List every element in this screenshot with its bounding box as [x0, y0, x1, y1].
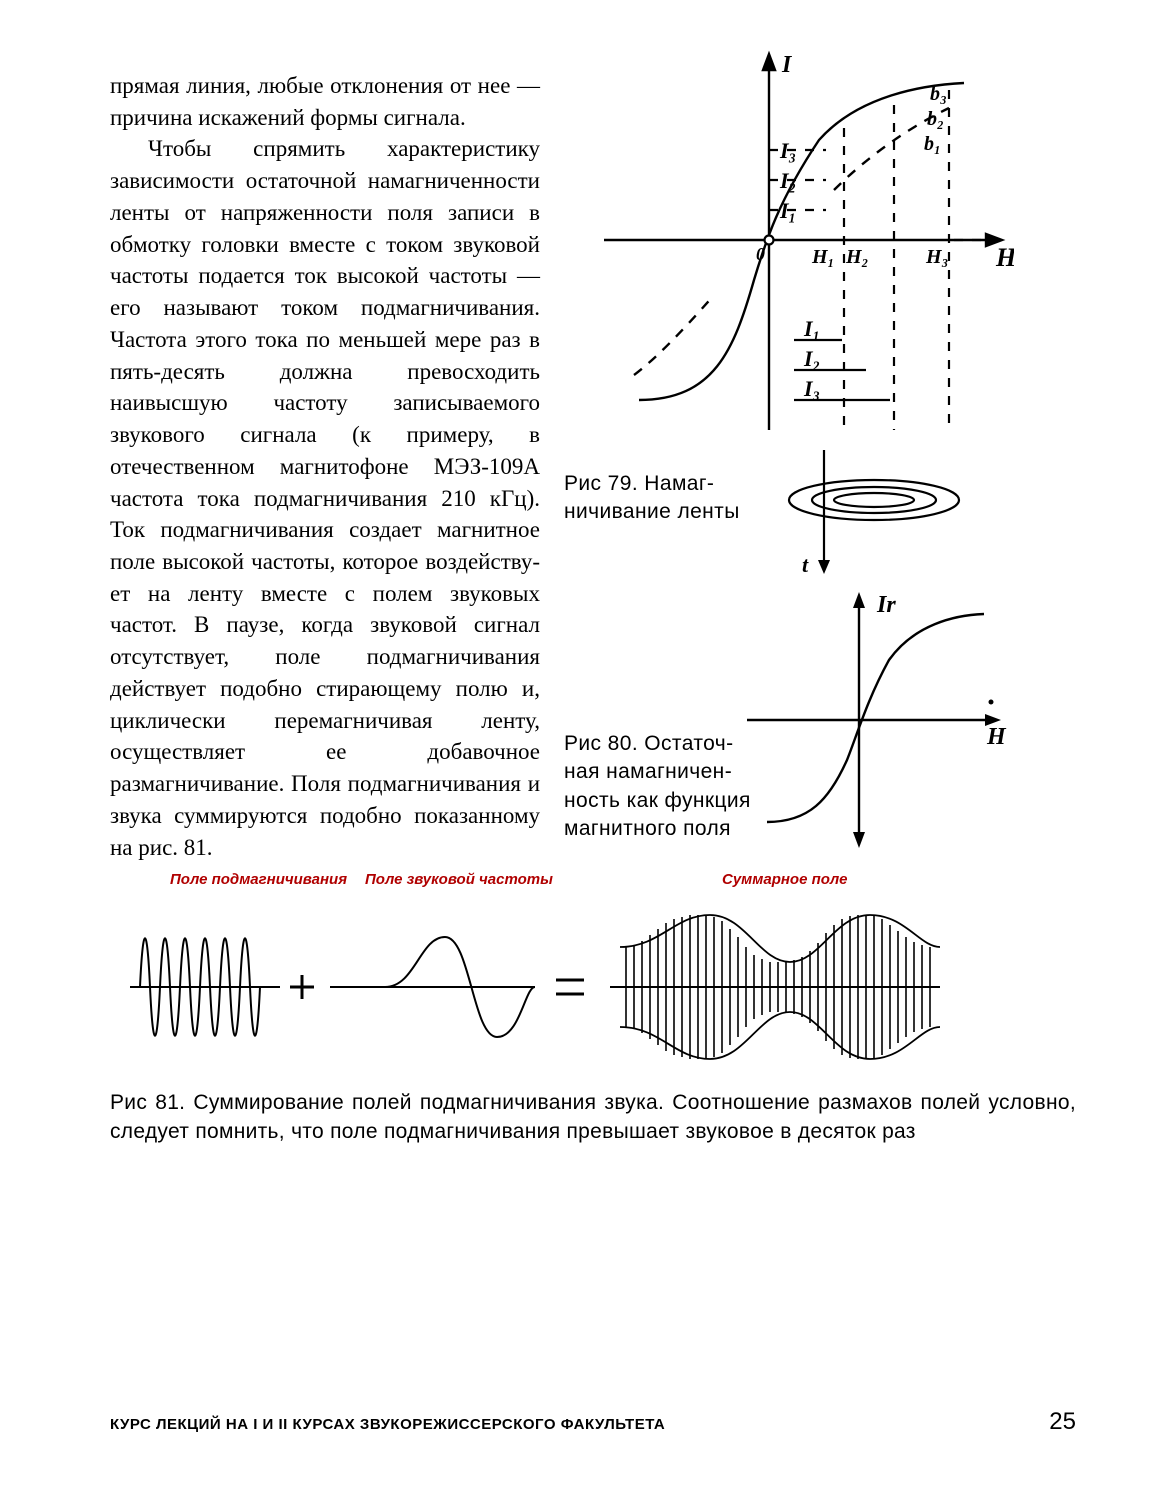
svg-text:I₃: I₃ — [803, 376, 820, 401]
svg-text:H₂: H₂ — [845, 246, 869, 268]
figure-81-caption: Рис 81. Суммирование полей подмагничиван… — [110, 1089, 1076, 1146]
paragraph-1: прямая линия, любые отклонения от нее — … — [110, 70, 540, 133]
svg-text:H₃: H₃ — [925, 246, 949, 268]
fig81-label-sound: Поле звуковой частоты — [365, 871, 553, 888]
svg-text:b₂: b₂ — [927, 108, 944, 130]
paragraph-2: Чтобы спрямить характеристи­ку зависимос… — [110, 133, 540, 863]
svg-text:0: 0 — [756, 244, 765, 264]
figure-79-caption: Рис 79. Намаг­ничивание лен­ты — [564, 470, 744, 527]
fig80-axis-x: H — [986, 724, 1007, 750]
fig81-label-sum: Суммарное поле — [722, 871, 847, 888]
figures-column: 0 I H I₁ I₂ I₃ b₁ b₂ b₃ H₁ — [564, 70, 1076, 863]
figure-80-diagram: Ir H — [739, 590, 1009, 850]
figure-81-row: Поле подмагничивания Поле звуковой часто… — [110, 873, 1076, 1083]
figure-80-caption: Рис 80. Остаточ­ная намагничен­ность как… — [564, 730, 754, 843]
svg-text:H₁: H₁ — [811, 246, 835, 268]
figure-79-lower-diagram: t — [754, 440, 984, 590]
fig79-axis-x: H — [995, 243, 1014, 272]
fig81-label-bias: Поле подмагничивания — [170, 871, 347, 888]
fig80-axis-y: Ir — [876, 592, 896, 618]
two-column-layout: прямая линия, любые отклонения от нее — … — [110, 70, 1076, 863]
svg-text:I₃: I₃ — [779, 138, 796, 163]
fig79-axis-y: I — [781, 52, 793, 78]
page: прямая линия, любые отклонения от нее — … — [0, 0, 1176, 1500]
svg-text:I₁: I₁ — [779, 198, 796, 223]
figure-79-diagram: 0 I H I₁ I₂ I₃ b₁ b₂ b₃ H₁ — [594, 50, 1014, 450]
body-text-column: прямая линия, любые отклонения от нее — … — [110, 70, 540, 863]
svg-text:I₂: I₂ — [779, 168, 796, 193]
page-footer: КУРС ЛЕКЦИЙ НА I И II КУРСАХ ЗВУКОРЕЖИСС… — [110, 1408, 1076, 1436]
figure-81-diagram — [110, 887, 1070, 1087]
page-number: 25 — [1049, 1408, 1076, 1436]
svg-text:I₂: I₂ — [803, 346, 820, 371]
fig79-t-label: t — [802, 552, 809, 577]
footer-running-title: КУРС ЛЕКЦИЙ НА I И II КУРСАХ ЗВУКОРЕЖИСС… — [110, 1416, 665, 1433]
svg-text:b₃: b₃ — [930, 83, 947, 105]
svg-text:I₁: I₁ — [803, 316, 820, 341]
svg-text:b₁: b₁ — [924, 133, 941, 155]
